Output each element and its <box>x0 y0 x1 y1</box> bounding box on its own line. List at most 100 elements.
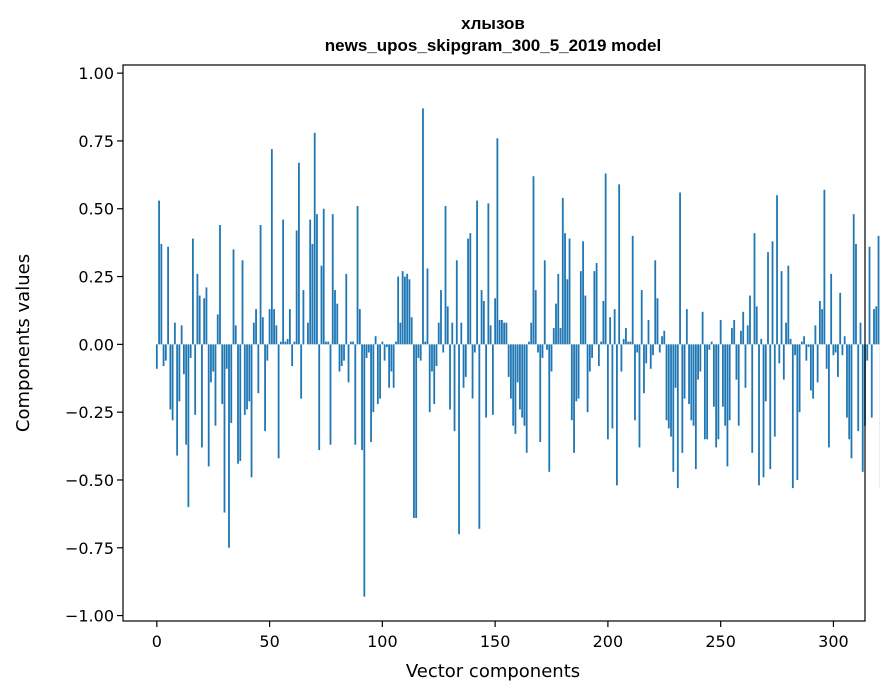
bar <box>685 309 688 345</box>
bar <box>559 328 562 345</box>
bar <box>455 260 458 345</box>
bar <box>708 344 711 350</box>
bar <box>268 309 271 345</box>
bar <box>160 244 163 345</box>
bar <box>453 344 456 432</box>
bar <box>298 162 300 345</box>
bar <box>307 322 309 345</box>
x-axis-label: Vector components <box>406 661 580 682</box>
bar <box>866 344 869 361</box>
bar <box>225 344 228 369</box>
bar <box>537 344 539 353</box>
bar <box>176 344 179 456</box>
bar <box>198 295 201 345</box>
bar <box>516 344 519 383</box>
bar <box>345 273 348 345</box>
bar <box>250 344 253 478</box>
bar <box>243 344 246 415</box>
bar <box>875 306 878 345</box>
bar <box>859 322 862 345</box>
bar <box>397 276 400 345</box>
bar <box>155 344 158 369</box>
bar <box>178 344 181 402</box>
bar <box>232 249 235 345</box>
bar <box>158 200 160 345</box>
bar <box>649 344 652 369</box>
bar <box>426 268 429 345</box>
bar <box>742 311 745 345</box>
bar <box>519 344 521 410</box>
bar <box>663 330 666 345</box>
bar <box>505 322 508 345</box>
bar <box>751 344 754 453</box>
bar <box>431 344 433 372</box>
bar <box>631 235 634 345</box>
bar <box>284 341 287 345</box>
bar <box>658 344 661 353</box>
bar <box>237 344 239 464</box>
bar <box>848 344 851 440</box>
bar <box>286 338 289 345</box>
bar <box>419 344 422 361</box>
bar <box>706 344 709 440</box>
bar <box>546 344 548 350</box>
bar <box>789 338 792 345</box>
bar <box>753 233 756 345</box>
bar <box>340 344 343 367</box>
bar <box>277 344 280 459</box>
bar <box>683 344 686 399</box>
bar <box>701 311 704 345</box>
bar <box>604 173 607 345</box>
bar <box>422 108 424 345</box>
y-tick-label: 0.75 <box>78 132 114 151</box>
bar <box>210 344 212 383</box>
bar <box>279 341 282 345</box>
bar <box>548 344 551 472</box>
bar <box>485 344 487 418</box>
bar <box>255 309 257 345</box>
bar <box>372 344 375 413</box>
bar <box>331 214 334 345</box>
bar <box>196 273 199 345</box>
bar <box>320 265 323 345</box>
bar <box>491 344 494 415</box>
bar <box>462 344 465 388</box>
bar <box>327 341 330 345</box>
bar <box>728 344 731 421</box>
bar <box>528 341 530 345</box>
y-tick-label: −0.75 <box>65 539 114 558</box>
bar <box>498 319 501 345</box>
bar <box>681 344 684 453</box>
bar <box>643 344 645 394</box>
bar <box>282 219 285 345</box>
bar <box>352 341 354 345</box>
x-tick-label: 100 <box>367 632 398 651</box>
bar <box>749 295 751 345</box>
bar <box>451 322 454 345</box>
bar <box>609 317 612 345</box>
bar <box>798 344 801 413</box>
bar <box>309 219 312 345</box>
x-tick-label: 250 <box>705 632 736 651</box>
bar <box>261 317 264 345</box>
bar <box>413 344 415 518</box>
bar <box>688 344 690 405</box>
bar <box>496 138 499 345</box>
bar <box>478 344 481 529</box>
bar <box>830 273 833 345</box>
bar <box>791 344 794 489</box>
y-axis-ticks: 1.00 0.75 0.50 0.25 0.00 −0.25 −0.50 −0.75 −1.00 <box>65 64 123 626</box>
bar <box>273 309 275 345</box>
bar <box>870 344 873 418</box>
bar <box>622 338 625 345</box>
bar <box>812 344 815 399</box>
bar <box>171 344 174 421</box>
bar <box>740 330 742 345</box>
bar <box>259 225 262 345</box>
bar <box>602 300 605 345</box>
bar <box>861 344 864 472</box>
bar <box>586 344 589 413</box>
bar <box>257 344 260 394</box>
bar <box>338 344 341 372</box>
bar <box>532 176 535 345</box>
